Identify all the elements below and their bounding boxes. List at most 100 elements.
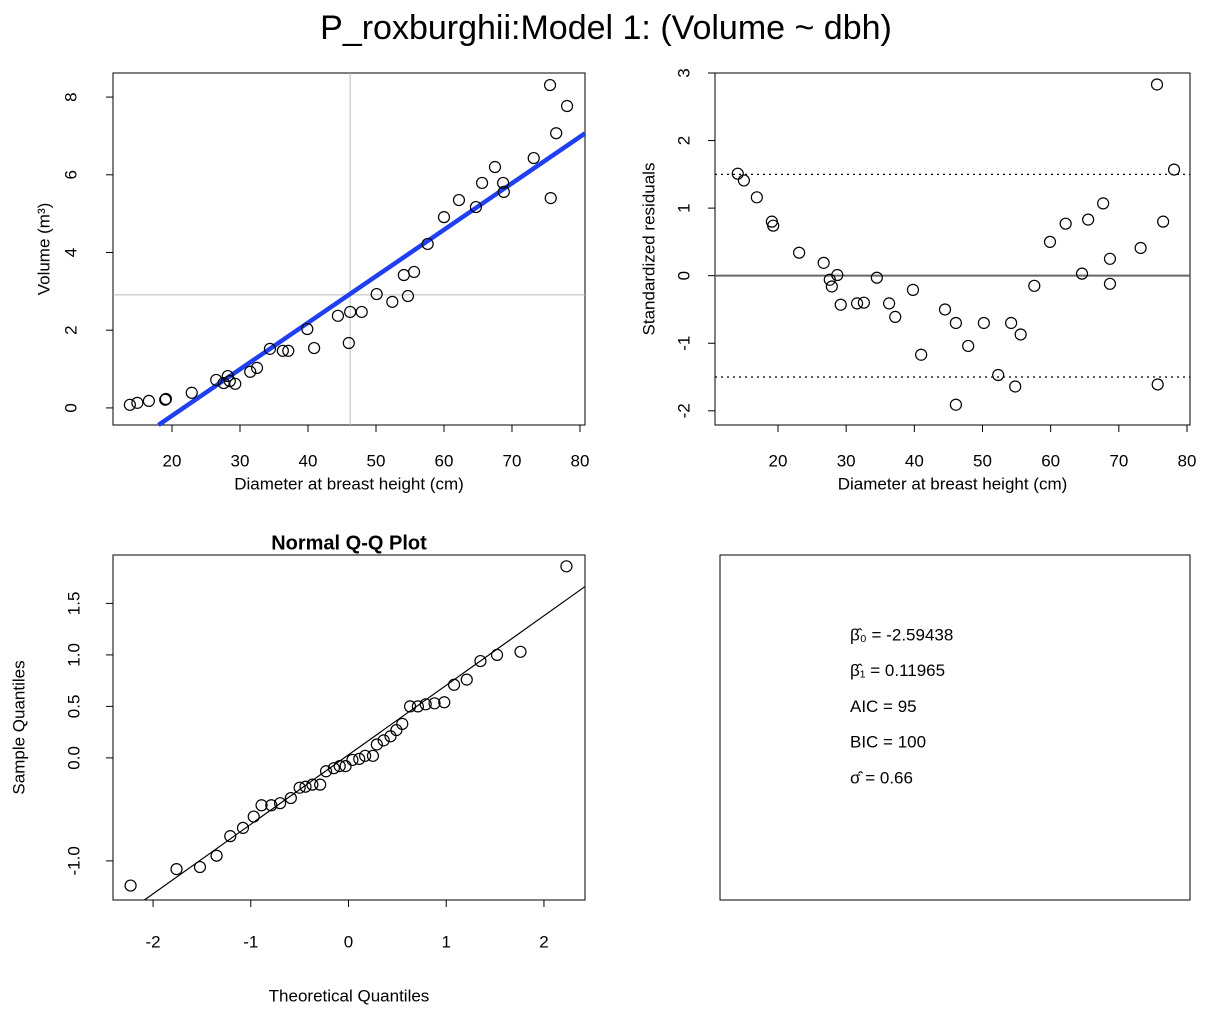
data-point — [327, 762, 340, 775]
data-point — [949, 398, 963, 411]
data-point — [906, 283, 920, 296]
y-tick-label: 0.0 — [64, 746, 83, 770]
data-point — [346, 753, 359, 767]
x-axis-title: Diameter at breast height (cm) — [234, 474, 464, 493]
data-point — [342, 336, 355, 350]
data-point — [407, 265, 421, 279]
data-point — [359, 749, 372, 762]
data-point — [497, 185, 510, 198]
data-point — [560, 99, 574, 113]
data-point — [543, 78, 557, 92]
data-point — [889, 310, 902, 324]
x-tick-label: 40 — [299, 451, 318, 470]
data-point — [915, 348, 928, 361]
data-point — [962, 339, 975, 353]
x-axis-title: Theoretical Quantiles — [269, 986, 430, 1005]
x-tick-label: 0 — [344, 932, 353, 951]
data-point — [263, 342, 277, 355]
data-point — [276, 344, 289, 357]
data-point — [210, 849, 223, 862]
data-point — [825, 280, 838, 293]
data-point — [229, 377, 242, 390]
plot-frame — [714, 72, 1191, 426]
data-point — [1134, 241, 1147, 255]
data-point — [142, 394, 155, 408]
y-tick-label: 8 — [61, 92, 80, 101]
data-point — [977, 316, 990, 330]
y-tick-label: -1.0 — [64, 846, 83, 875]
data-point — [314, 778, 327, 791]
x-tick-label: 20 — [163, 451, 182, 470]
data-point — [377, 734, 390, 747]
data-point — [386, 295, 399, 308]
data-point — [370, 287, 383, 301]
data-point — [1157, 215, 1170, 228]
data-point — [1151, 378, 1164, 391]
plot-frame — [112, 554, 586, 901]
data-point — [1014, 328, 1027, 341]
data-point — [497, 176, 510, 190]
data-point — [131, 396, 144, 409]
data-point — [223, 374, 236, 388]
data-point — [301, 322, 314, 336]
data-point — [265, 799, 278, 812]
plot-frame — [719, 554, 1191, 901]
x-tick-label: 30 — [231, 451, 250, 470]
data-point — [474, 654, 487, 668]
data-point — [293, 781, 306, 794]
panel-title: Normal Q-Q Plot — [271, 532, 427, 554]
data-point — [850, 297, 864, 310]
data-point — [124, 879, 137, 892]
data-point — [460, 673, 473, 686]
data-point — [244, 365, 257, 378]
data-point — [1097, 197, 1110, 210]
data-point — [331, 309, 345, 322]
y-axis-title: Sample Quantiles — [9, 660, 28, 794]
y-tick-label: 2 — [61, 325, 80, 334]
data-point — [428, 697, 441, 710]
data-point — [469, 200, 483, 214]
data-point — [1167, 163, 1181, 176]
fit-line — [144, 586, 586, 901]
data-point — [1103, 277, 1117, 290]
figure-title: P_roxburghii:Model 1: (Volume ~ dbh) — [320, 9, 892, 47]
data-point — [193, 860, 207, 874]
data-point — [834, 298, 847, 311]
data-point — [437, 211, 451, 224]
data-point — [274, 797, 287, 810]
data-point — [527, 151, 540, 165]
data-point — [550, 127, 563, 140]
y-tick-label: 6 — [61, 170, 80, 179]
x-tick-label: 40 — [905, 451, 924, 470]
x-tick-label: 20 — [769, 451, 788, 470]
data-point — [488, 160, 502, 174]
x-tick-label: 70 — [503, 451, 522, 470]
data-point — [299, 780, 312, 793]
x-tick-label: -2 — [146, 932, 161, 951]
stat-line: β̂₀ = -2.59438 — [850, 625, 953, 644]
y-tick-label: 0 — [61, 403, 80, 412]
data-point — [438, 696, 451, 709]
y-tick-label: 0.5 — [64, 695, 83, 719]
data-point — [236, 821, 250, 835]
y-tick-label: 4 — [61, 248, 80, 257]
data-point — [1059, 217, 1072, 230]
data-point — [123, 398, 136, 411]
data-point — [282, 344, 295, 357]
data-point — [403, 700, 417, 713]
x-tick-label: 80 — [1178, 451, 1197, 470]
y-tick-label: 1.5 — [64, 592, 83, 616]
x-tick-label: 60 — [435, 451, 454, 470]
data-point — [397, 268, 410, 282]
data-point — [221, 369, 234, 383]
data-point — [857, 296, 870, 309]
data-point — [731, 167, 744, 180]
data-point — [1009, 380, 1022, 393]
y-axis-title: Volume (m³) — [34, 203, 53, 296]
data-point — [355, 305, 368, 319]
stat-line: β̂₁ = 0.11965 — [850, 661, 945, 680]
data-point — [514, 645, 527, 658]
data-point — [319, 765, 333, 778]
data-point — [490, 648, 504, 661]
data-point — [159, 392, 172, 406]
